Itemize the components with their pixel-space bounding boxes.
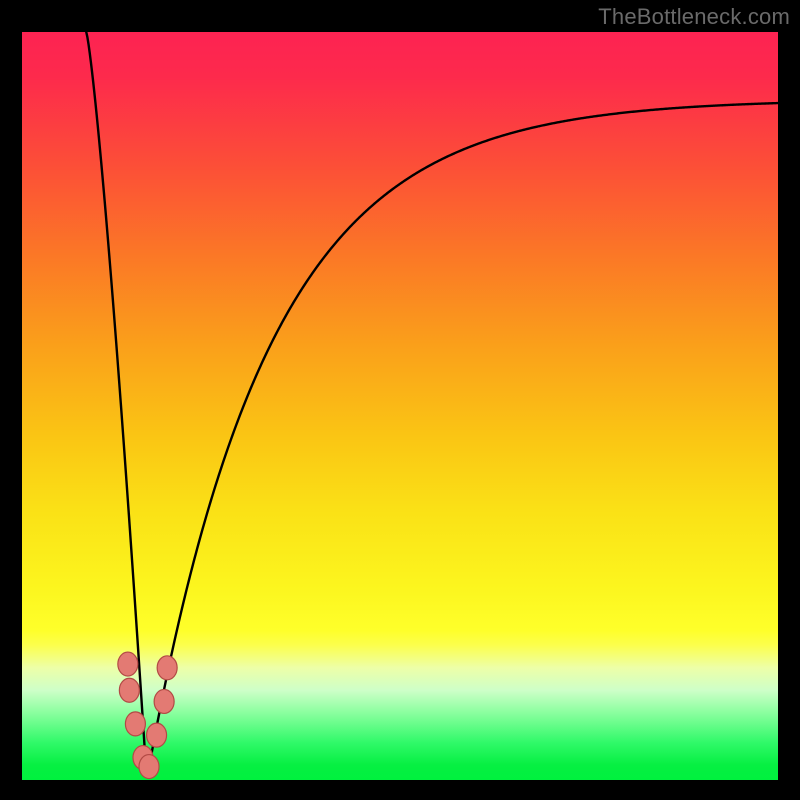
bottleneck-curve-chart: [22, 32, 778, 780]
data-marker: [125, 712, 145, 736]
data-marker: [147, 723, 167, 747]
watermark-text: TheBottleneck.com: [598, 4, 790, 30]
data-marker: [154, 689, 174, 713]
data-marker: [139, 755, 159, 779]
data-marker: [157, 656, 177, 680]
data-marker: [119, 678, 139, 702]
chart-container: TheBottleneck.com: [0, 0, 800, 800]
data-marker: [118, 652, 138, 676]
